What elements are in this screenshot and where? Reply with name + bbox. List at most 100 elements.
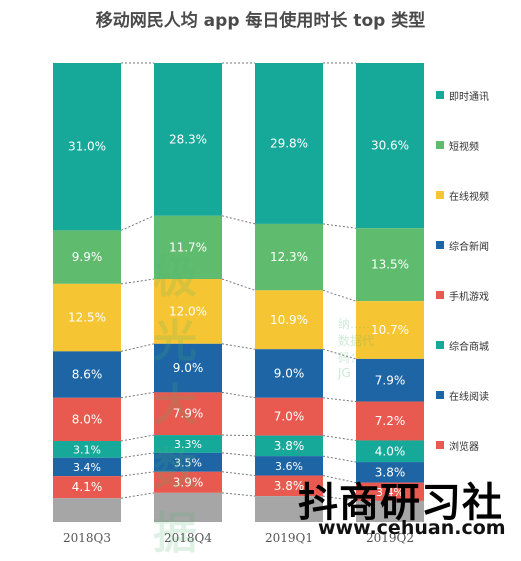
bar-segment [255, 456, 323, 476]
bar-segment [356, 358, 424, 402]
bar-segment [53, 63, 121, 231]
data-label: 12.3% [270, 250, 308, 264]
data-label: 8.0% [72, 412, 103, 426]
bar-remainder [255, 496, 323, 522]
bar-segment [255, 290, 323, 350]
connector-line [322, 435, 357, 441]
bar-remainder [53, 498, 121, 522]
data-label: 30.6% [371, 139, 409, 153]
url-name: cehuan [376, 517, 455, 539]
legend-item: 手机游戏 [436, 288, 489, 303]
data-label: 4.0% [375, 444, 406, 458]
data-label: 3.3% [174, 438, 202, 451]
legend-swatch [436, 241, 444, 249]
data-label: 9.9% [72, 250, 103, 264]
chart-title: 移动网民人均 app 每日使用时长 top 类型 [95, 11, 426, 31]
bar-segment [255, 475, 323, 497]
bar-segment [356, 440, 424, 463]
x-tick-label: 2019Q2 [366, 531, 414, 545]
connector-line [221, 492, 256, 497]
bar-segment [53, 441, 121, 458]
bar-segment [356, 462, 424, 483]
connector-line [221, 278, 256, 291]
x-tick-label: 2019Q1 [265, 531, 313, 545]
connector-line [221, 452, 256, 457]
connector-line [322, 397, 357, 403]
url-suffix: .com [454, 517, 506, 539]
connector-line [120, 452, 155, 459]
data-label: 3.5% [174, 456, 202, 469]
bar-segment [154, 279, 222, 344]
bar-segment [154, 452, 222, 472]
bar-segment [53, 351, 121, 398]
data-label: 7.9% [173, 407, 204, 421]
bar-segment [53, 283, 121, 352]
connector-line [120, 215, 155, 231]
data-label: 9.0% [173, 361, 204, 375]
jiguang-watermark-subtext: 纳……数据代码：JG [338, 317, 375, 380]
legend-label: 在线视频 [449, 191, 489, 203]
legend-swatch [436, 191, 444, 199]
connector-line [221, 434, 256, 437]
data-label: 10.9% [270, 313, 308, 327]
bar-segment [255, 397, 323, 436]
bar-segment [356, 63, 424, 229]
legend-swatch [436, 91, 444, 99]
connector-line [322, 495, 357, 502]
bar-segment [255, 223, 323, 291]
connector-line [322, 475, 357, 484]
x-tick-label: 2018Q3 [63, 531, 111, 545]
connector-line [322, 289, 357, 302]
data-label: 8.6% [72, 368, 103, 382]
legend-label: 综合新闻 [449, 241, 489, 253]
data-label: 31.0% [68, 140, 106, 154]
bar-segment [154, 63, 222, 216]
legend-label: 手机游戏 [449, 291, 489, 303]
connector-line [322, 223, 357, 229]
data-label: 3.9% [173, 475, 204, 489]
data-label: 3.8% [274, 439, 305, 453]
bar-segment [53, 230, 121, 284]
data-label: 12.5% [68, 311, 106, 325]
connector-line [322, 348, 357, 360]
legend-label: 即时通讯 [449, 91, 489, 103]
legend-label: 在线阅读 [449, 391, 489, 403]
legend-label: 综合商城 [449, 341, 489, 353]
data-label: 3.4% [376, 486, 404, 499]
connector-line [221, 471, 256, 477]
legend-item: 短视频 [436, 138, 479, 153]
bar-segment [154, 343, 222, 393]
brand-watermark: 抖商研习社 [298, 480, 503, 526]
bar-segment [356, 401, 424, 441]
bar-remainder [154, 492, 222, 522]
data-label: 3.1% [73, 443, 101, 456]
x-tick-label: 2018Q4 [164, 531, 212, 545]
connector-line [120, 343, 155, 352]
legend-swatch [436, 391, 444, 399]
url-prefix: www. [318, 517, 377, 539]
connector-line [322, 455, 357, 463]
data-label: 4.1% [72, 480, 103, 494]
data-label: 10.7% [371, 323, 409, 337]
data-label: 3.6% [275, 460, 303, 473]
connector-line [120, 391, 155, 399]
legend-item: 在线视频 [436, 188, 489, 203]
bar-segment [53, 457, 121, 477]
data-label: 9.0% [274, 367, 305, 381]
data-label: 13.5% [371, 258, 409, 272]
data-label: 3.8% [375, 465, 406, 479]
bar-segment [154, 435, 222, 453]
bar-segment [154, 215, 222, 279]
bar-segment [255, 63, 323, 224]
legend-item: 综合新闻 [436, 238, 489, 253]
legend-label: 浏览器 [449, 441, 479, 453]
legend-label: 短视频 [449, 141, 479, 153]
legend-item: 即时通讯 [436, 88, 489, 103]
connector-line [221, 343, 256, 350]
connector-line [221, 391, 256, 399]
bar-segment [53, 397, 121, 441]
jiguang-watermark-text: 极光大数据 [153, 252, 201, 559]
legend-swatch [436, 141, 444, 149]
data-label: 12.0% [169, 304, 207, 318]
